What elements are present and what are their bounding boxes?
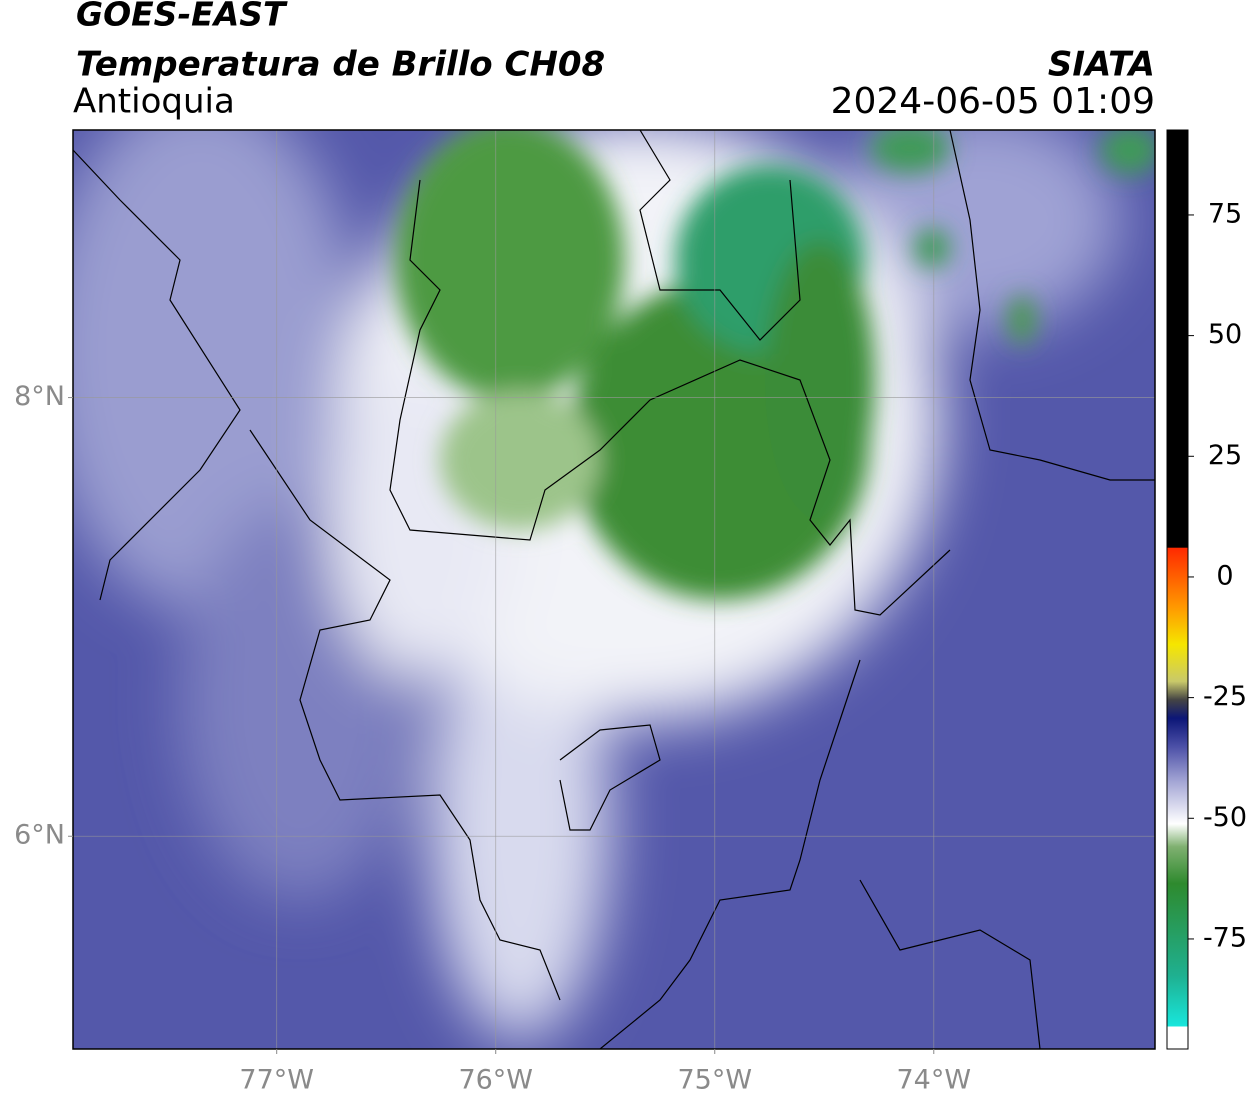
colorbar-tick-label: -75 <box>1203 922 1247 953</box>
colorbar-tick-label: 0 <box>1216 560 1233 591</box>
cloud <box>395 130 625 400</box>
satellite: GOES-EAST <box>76 0 288 34</box>
cloud <box>765 240 875 520</box>
region: Antioquia <box>73 82 235 122</box>
y-tick-label: 8°N <box>14 381 65 412</box>
cloud <box>1008 295 1036 345</box>
border <box>559 724 661 831</box>
border <box>389 179 951 616</box>
colorbar-tick-label: -25 <box>1203 681 1247 712</box>
title: Temperatura de Brillo CH08 <box>76 45 605 85</box>
border <box>949 130 1155 481</box>
x-tick-label: 74°W <box>897 1065 972 1096</box>
cloud <box>840 130 1120 330</box>
cloud <box>1100 130 1155 175</box>
source: SIATA <box>1048 45 1155 85</box>
y-tick-label: 6°N <box>14 820 65 851</box>
colorbar-tick-label: 25 <box>1208 440 1242 471</box>
x-tick-label: 75°W <box>677 1065 752 1096</box>
colorbar-tick-label: -50 <box>1203 802 1247 833</box>
x-tick-label: 76°W <box>458 1065 533 1096</box>
border <box>639 130 801 341</box>
x-tick-label: 77°W <box>239 1065 314 1096</box>
cloud <box>73 130 360 610</box>
colorbar-tick-label: 50 <box>1208 319 1242 350</box>
cloud <box>870 130 950 173</box>
colorbar-tick-label: 75 <box>1208 198 1242 229</box>
border <box>859 879 1041 1049</box>
border <box>249 429 561 1001</box>
cold-tops <box>395 130 1155 600</box>
graticule <box>73 130 1155 1049</box>
colorbar <box>1166 129 1189 1050</box>
coastline <box>73 149 241 601</box>
map-frame <box>72 129 1156 1050</box>
datetime: 2024-06-05 01:09 <box>831 81 1155 122</box>
cloud <box>440 390 600 530</box>
satellite-image <box>73 130 1155 1049</box>
cloud <box>914 228 950 268</box>
border <box>599 659 861 1049</box>
borders <box>73 130 1155 1049</box>
